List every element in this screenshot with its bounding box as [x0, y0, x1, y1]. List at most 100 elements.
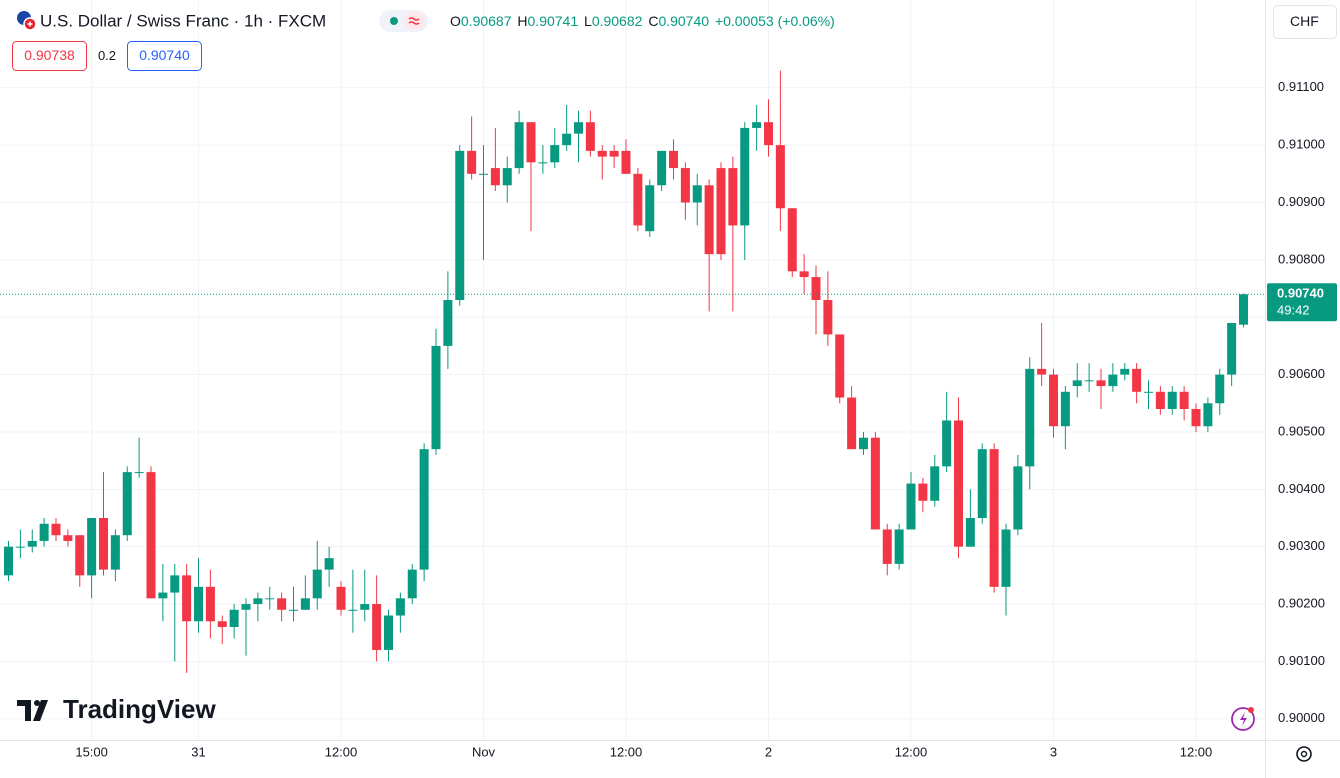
candle-body	[217, 621, 227, 627]
bid-price[interactable]: 0.90738	[24, 47, 75, 63]
candle-body	[134, 472, 144, 474]
status-pill[interactable]	[379, 10, 428, 32]
candle-body	[1203, 403, 1213, 427]
y-tick-label: 0.90900	[1278, 194, 1325, 209]
candle-body	[977, 449, 987, 518]
candle-body	[1096, 380, 1106, 387]
candle-body	[110, 535, 120, 570]
candle-body	[823, 300, 833, 335]
candle-body	[1179, 391, 1189, 410]
logo-text: TradingView	[63, 694, 216, 724]
candle-body	[431, 345, 441, 450]
candle-body	[312, 569, 322, 599]
x-tick-label: 12:00	[610, 744, 643, 759]
candle-body	[574, 122, 583, 134]
candle-body	[989, 449, 999, 587]
ohlc-value: 0.90740	[658, 13, 709, 29]
symbol-flag	[17, 11, 37, 31]
candle-body	[740, 127, 750, 226]
candle-body	[122, 472, 132, 536]
ohlc-value: 0.90741	[528, 13, 579, 29]
candle-body	[954, 420, 963, 547]
candle-body	[894, 529, 904, 564]
candle-body	[27, 540, 37, 547]
y-tick-label: 0.90000	[1278, 710, 1325, 725]
buy-box[interactable]	[127, 41, 202, 71]
y-tick-label: 0.90200	[1278, 595, 1325, 610]
candle-body	[1108, 374, 1118, 387]
candle-body	[194, 586, 203, 622]
settings-icon[interactable]	[1296, 746, 1312, 762]
candle-body	[75, 535, 85, 576]
candle-body	[835, 334, 845, 398]
candle-body	[597, 150, 607, 157]
candle-body	[229, 609, 239, 627]
candle-body	[645, 185, 655, 232]
candle-body	[692, 185, 702, 203]
candle-body	[882, 529, 892, 564]
x-tick-label: 12:00	[895, 744, 928, 759]
y-tick-label: 0.90800	[1278, 251, 1325, 266]
candle-body	[277, 598, 287, 610]
x-tick-label: 15:00	[75, 744, 108, 759]
y-tick-label: 0.90600	[1278, 366, 1325, 381]
candle-body	[372, 604, 382, 650]
alert-icon[interactable]	[1231, 707, 1255, 731]
candle-body	[99, 518, 108, 570]
candle-body	[182, 575, 192, 622]
candle-body	[419, 449, 429, 570]
x-tick-label: 31	[191, 744, 205, 759]
candle-body	[384, 615, 393, 650]
ohlc-value: 0.90687	[461, 13, 512, 29]
sell-box[interactable]	[12, 41, 87, 71]
candle-body	[859, 437, 868, 450]
candle-body	[965, 518, 975, 547]
candle-body	[324, 558, 334, 570]
candle-body	[775, 145, 785, 209]
candle-body	[265, 598, 275, 600]
candle-body	[170, 575, 180, 593]
ohlc-change: +0.00053 (+0.06%)	[715, 13, 835, 29]
candle-body	[1239, 294, 1248, 325]
candle-body	[39, 523, 49, 541]
candle-body	[1215, 374, 1225, 404]
candle-body	[443, 300, 453, 346]
candle-body	[467, 150, 477, 174]
ohlc-label: C	[648, 13, 658, 29]
candle-body	[300, 598, 310, 610]
ask-price[interactable]: 0.90740	[139, 47, 190, 63]
currency-button[interactable]	[1273, 5, 1337, 39]
candle-body	[1227, 322, 1237, 375]
candle-body	[716, 168, 726, 255]
candle-body	[1060, 391, 1070, 427]
candle-body	[787, 208, 797, 272]
ohlc-label: L	[584, 13, 592, 29]
price-tag-box	[1267, 283, 1337, 322]
candle-body	[1013, 466, 1023, 530]
price-tag-countdown: 49:42	[1277, 303, 1310, 318]
candle-body	[906, 483, 916, 530]
candle-body	[241, 604, 251, 610]
candle-body	[455, 150, 465, 301]
ohlc-value: 0.90682	[592, 13, 643, 29]
candle-body	[360, 604, 370, 610]
candle-body	[870, 437, 880, 530]
candle-body	[538, 162, 548, 164]
candle-body	[704, 185, 714, 255]
candle-body	[1132, 368, 1142, 392]
symbol-title[interactable]: U.S. Dollar / Swiss Franc · 1h · FXCM	[40, 11, 326, 30]
candle-body	[1155, 391, 1165, 410]
candle-body	[1072, 380, 1082, 387]
candle-body	[728, 168, 738, 226]
y-tick-label: 0.90100	[1278, 653, 1325, 668]
candle-body	[4, 546, 13, 576]
candle-body	[514, 122, 524, 169]
x-tick-label: 3	[1050, 744, 1057, 759]
currency[interactable]: CHF	[1290, 13, 1319, 29]
candle-body	[680, 168, 690, 203]
candle-body	[930, 466, 940, 501]
candle-body	[146, 472, 156, 599]
x-tick-label: 12:00	[325, 744, 358, 759]
y-tick-label: 0.91000	[1278, 137, 1325, 152]
price-tag-price: 0.90740	[1277, 286, 1324, 301]
